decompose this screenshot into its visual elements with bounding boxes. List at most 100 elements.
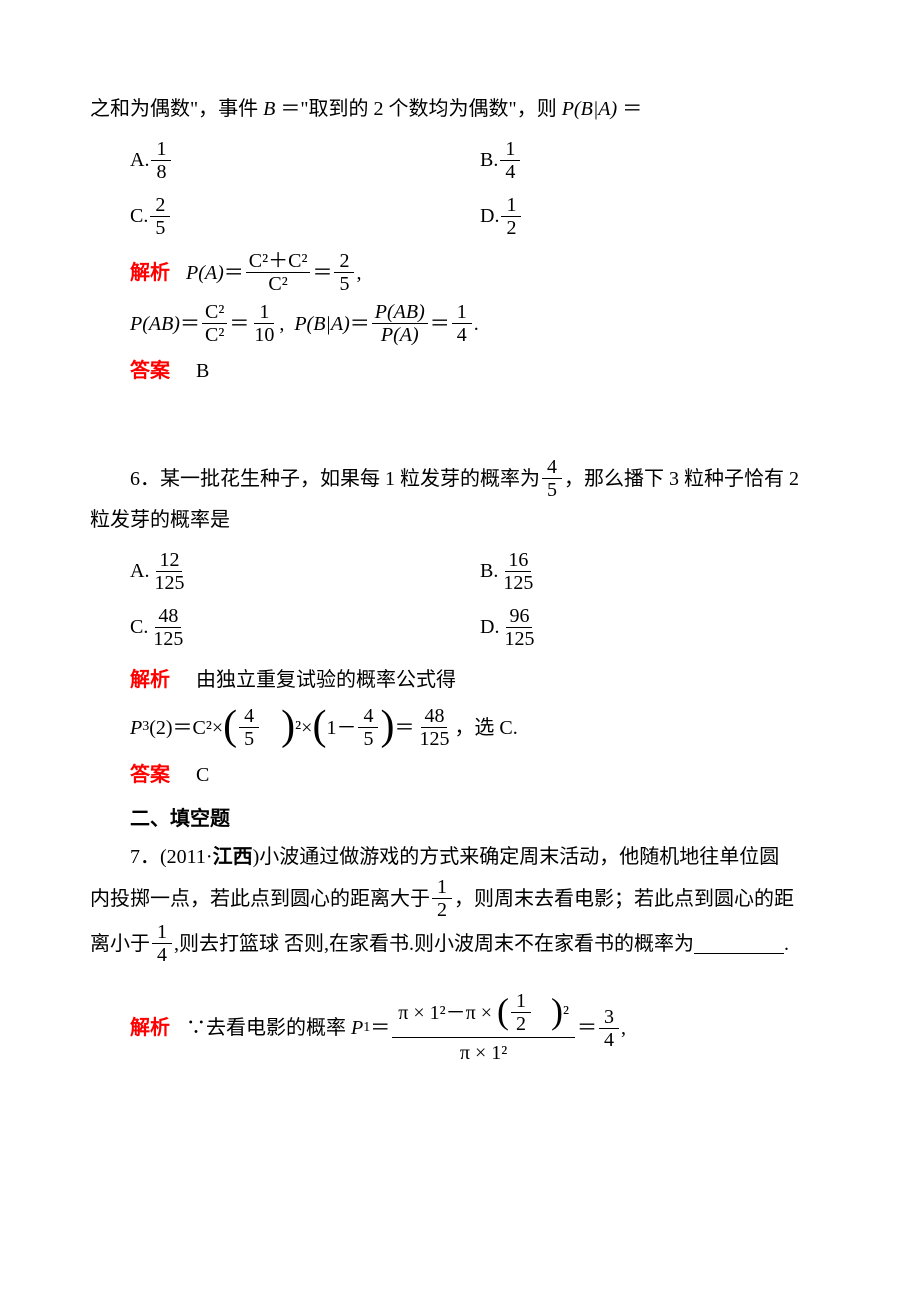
q5-option-d: D. 1 2 — [480, 188, 830, 244]
q5-pab: P(AB) — [130, 305, 180, 343]
q6-p32-arg: (2)＝C²× — [149, 709, 223, 747]
q5-opt-d-frac: 1 2 — [501, 194, 521, 239]
q5-tail-1: 之和为偶数"，事件 — [90, 98, 258, 120]
frac-den: 5 — [334, 273, 354, 295]
q6-prefix: 6．某一批花生种子，如果每 1 粒发芽的概率为 — [130, 460, 540, 498]
frac-den: 2 — [511, 1013, 531, 1035]
period: . — [474, 305, 479, 343]
q7-bigfrac: π × 1²－π × ( 1 2 ) ² π × 1² — [392, 988, 575, 1068]
gap — [90, 396, 830, 456]
q7-half: 1 2 — [432, 876, 452, 921]
q6-line2: 粒发芽的概率是 — [90, 501, 830, 539]
q5-solution-2: P(AB) ＝ C² C² ＝ 1 10 , P(B|A) ＝ P(AB) P(… — [130, 301, 830, 346]
frac-num: P(AB) — [372, 301, 428, 324]
q7-line1-bold: 江西 — [213, 846, 253, 868]
q7-res: 3 4 — [599, 1006, 619, 1051]
frac-num: 12 — [156, 549, 182, 572]
q6-p-frac: 4 5 — [542, 456, 562, 501]
frac-num: 96 — [506, 605, 532, 628]
q7-num-left: π × 1²－π × — [398, 1002, 492, 1024]
q5-tail-3: ＝ — [622, 98, 642, 120]
answer-label: 答案 — [130, 360, 170, 382]
eq-sign: ＝ — [370, 1009, 390, 1047]
q6-option-a: A. 12 125 — [130, 543, 480, 599]
q7-line3: 离小于 1 4 ,则去打篮球 否则,在家看书.则小波周末不在家看书的概率为 . — [90, 921, 830, 966]
answer-label: 答案 — [130, 764, 170, 786]
frac-num: 1 — [432, 876, 452, 899]
q6-one-minus: 1－ — [326, 709, 356, 747]
q6-f2: 4 5 — [358, 705, 378, 750]
frac-den: 10 — [251, 324, 277, 346]
q7-line2: 内投掷一点，若此点到圆心的距离大于 1 2 ，则周末去看电影；若此点到圆心的距 — [90, 876, 830, 921]
frac-num: 1 — [152, 921, 172, 944]
solution-label: 解析 — [130, 669, 170, 691]
q6-answer-val: C — [196, 764, 209, 786]
q5-pba2: P(B|A) — [294, 305, 349, 343]
q7-p1-sub: 1 — [363, 1015, 370, 1042]
q6-res: 48 125 — [416, 705, 452, 750]
eq-sign: ＝ — [229, 305, 249, 343]
eq-sign: ＝ — [394, 709, 414, 747]
q5-option-b: B. 1 4 — [480, 132, 830, 188]
frac-den: 125 — [416, 728, 452, 750]
frac-num: 1 — [254, 301, 274, 324]
q5-opt-a-label: A. — [130, 141, 149, 179]
q7-num-right: ² — [563, 1002, 569, 1024]
frac-num: C² — [202, 301, 227, 324]
q6-sol-text: 由独立重复试验的概率公式得 — [196, 669, 456, 691]
frac-den: 4 — [152, 944, 172, 966]
comma: , — [356, 254, 361, 292]
q7-solution: 解析 ∵去看电影的概率 P 1 ＝ π × 1²－π × ( 1 2 ) ² π… — [130, 988, 830, 1068]
solution-label: 解析 — [130, 254, 170, 292]
q6-option-b: B. 16 125 — [480, 543, 830, 599]
frac-num: 1 — [500, 138, 520, 161]
eq-sign: ＝ — [350, 305, 370, 343]
q6-opt-d-frac: 96 125 — [501, 605, 537, 650]
q7-line3-a: 离小于 — [90, 925, 150, 963]
q7-line2-b: ，则周末去看电影；若此点到圆心的距 — [454, 880, 794, 918]
q5-tail-2: ＝"取到的 2 个数均为偶数"，则 — [280, 98, 556, 120]
q6-mid: ，那么播下 3 粒种子恰有 2 — [564, 460, 799, 498]
frac-den: π × 1² — [454, 1038, 513, 1068]
eq-sign: ＝ — [430, 305, 450, 343]
q6-answer: 答案 C — [130, 756, 830, 794]
q6-opt-b-label: B. — [480, 552, 498, 590]
q7-line1-a: 7．(2011· — [130, 846, 213, 868]
frac-den: 125 — [150, 628, 186, 650]
section-2-title: 二、填空题 — [90, 800, 830, 838]
frac-den: 4 — [500, 161, 520, 183]
frac-num: 16 — [505, 549, 531, 572]
q7-p1: P — [351, 1009, 363, 1047]
q7-line1-b: )小波通过做游戏的方式来确定周末活动，他随机地往单位圆 — [253, 846, 780, 868]
q6-options: A. 12 125 B. 16 125 C. 48 125 D. 96 125 — [130, 543, 830, 655]
q5-opt-a-frac: 1 8 — [151, 138, 171, 183]
blank-underline — [694, 933, 784, 954]
frac-num: C²＋C² — [246, 250, 311, 273]
frac-num: 4 — [358, 705, 378, 728]
frac-den: 2 — [432, 899, 452, 921]
frac-den: 5 — [150, 217, 170, 239]
q7-line3-b: ,则去打篮球 否则,在家看书.则小波周末不在家看书的概率为 — [174, 925, 694, 963]
frac-den: 5 — [358, 728, 378, 750]
q7-quarter: 1 4 — [152, 921, 172, 966]
frac-den: 2 — [501, 217, 521, 239]
q7-line2-a: 内投掷一点，若此点到圆心的距离大于 — [90, 880, 430, 918]
frac-den: C² — [265, 273, 290, 295]
frac-num: 48 — [155, 605, 181, 628]
frac-den: 4 — [599, 1029, 619, 1051]
q6-opt-a-frac: 12 125 — [151, 549, 187, 594]
q6-opt-c-frac: 48 125 — [150, 605, 186, 650]
frac-num: π × 1²－π × ( 1 2 ) ² — [392, 988, 575, 1038]
comma: , — [279, 305, 294, 343]
frac-den: C² — [202, 324, 227, 346]
frac-num: 4 — [542, 456, 562, 479]
q6-opt-d-label: D. — [480, 608, 499, 646]
q6-p32-sub: 3 — [142, 714, 149, 741]
q6-f1: 4 5 — [239, 705, 259, 750]
q5-opt-c-label: C. — [130, 197, 148, 235]
frac-num: 1 — [501, 194, 521, 217]
frac-den: 4 — [452, 324, 472, 346]
q5-option-a: A. 1 8 — [130, 132, 480, 188]
solution-label: 解析 — [130, 1009, 170, 1047]
q5-pba: P(B|A) — [562, 98, 617, 120]
